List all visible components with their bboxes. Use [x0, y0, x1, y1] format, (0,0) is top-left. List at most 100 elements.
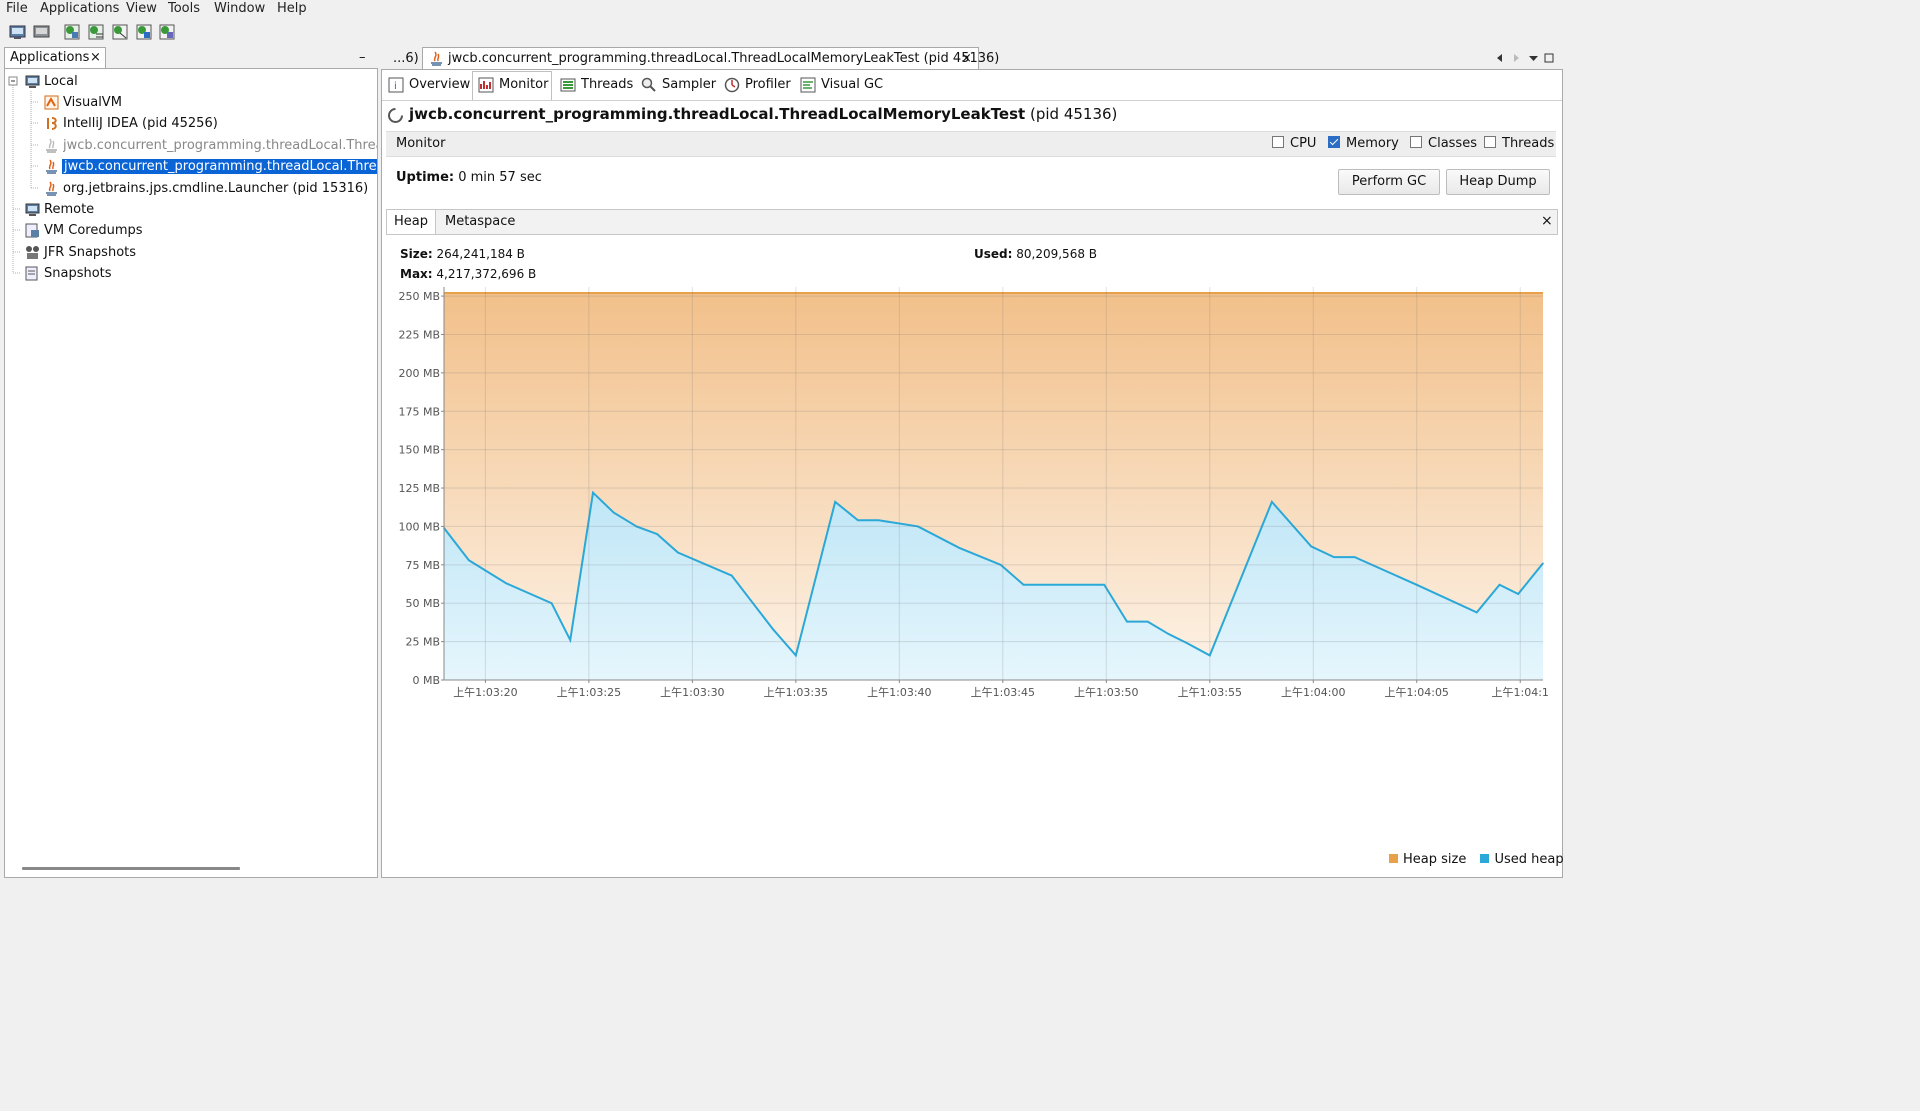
x-tick-label: 上午1:03:30: [660, 686, 724, 699]
tree-snapshots[interactable]: Snapshots: [44, 266, 112, 281]
used-heap-point: [635, 525, 638, 528]
used-heap-point: [999, 564, 1002, 566]
used-heap-point: [1415, 583, 1418, 586]
java-icon: [46, 159, 57, 174]
coredump-icon: [25, 223, 39, 238]
menu-view[interactable]: View: [126, 1, 157, 16]
y-tick-label: 100 MB: [398, 520, 440, 533]
perform-gc-button[interactable]: Perform GC: [1338, 169, 1440, 195]
tab-heap[interactable]: Heap: [387, 210, 436, 234]
overflow-tab[interactable]: ...6): [393, 51, 419, 66]
tree-jfr-snapshots[interactable]: JFR Snapshots: [44, 245, 137, 260]
coredump-icon[interactable]: [135, 23, 153, 41]
heap-size-stat: Size: 264,241,184 B: [400, 247, 525, 261]
x-tick-label: 上午1:04:1: [1492, 686, 1549, 699]
used-heap-point: [1146, 620, 1149, 623]
x-tick-label: 上午1:03:45: [971, 686, 1035, 699]
used-heap-point: [1498, 583, 1501, 586]
active-document-tab[interactable]: jwcb.concurrent_programming.threadLocal.…: [422, 47, 999, 70]
remote-host-icon[interactable]: [33, 23, 51, 41]
snapshot-icon: [25, 266, 38, 281]
legend-used-heap: Used heap: [1494, 852, 1564, 867]
heap-dump-button[interactable]: Heap Dump: [1446, 169, 1550, 195]
scroll-right-icon[interactable]: [1514, 54, 1519, 62]
maximize-icon[interactable]: [1544, 53, 1554, 63]
cpu-checkbox[interactable]: CPU: [1272, 136, 1316, 151]
used-heap-point: [656, 533, 658, 535]
x-tick-label: 上午1:04:05: [1385, 686, 1449, 699]
tree-vm-coredumps[interactable]: VM Coredumps: [44, 223, 143, 238]
heap-dump-icon[interactable]: [63, 23, 81, 41]
cpu-checkbox-box: [1272, 136, 1284, 148]
max-label: Max:: [400, 267, 433, 281]
thread-dump-icon[interactable]: [87, 23, 105, 41]
heap-chart: 0 MB 25 MB 50 MB 75 MB 100 MB 125 MB 150 MB 175…: [398, 287, 1549, 699]
close-icon[interactable]: ×: [1541, 213, 1553, 229]
used-heap-point: [612, 511, 615, 514]
tree-selected-label: jwcb.concurrent_programming.threadLocal.…: [62, 159, 377, 174]
tree-intellij[interactable]: IntelliJ IDEA (pid 45256): [63, 116, 218, 131]
heap-tabs-bar: Heap Metaspace ×: [386, 209, 1558, 235]
memory-checkbox[interactable]: Memory: [1328, 136, 1399, 151]
classes-checkbox[interactable]: Classes: [1410, 136, 1477, 151]
jfr-icon[interactable]: [158, 23, 176, 41]
java-icon: [431, 51, 442, 66]
y-tick-label: 150 MB: [398, 444, 440, 457]
tab-navigation: [1497, 53, 1554, 63]
close-icon[interactable]: ×: [90, 50, 101, 65]
close-icon[interactable]: ×: [961, 51, 972, 66]
used-value: 80,209,568 B: [1016, 247, 1098, 261]
used-heap-point: [834, 501, 836, 503]
applications-tree: Local VisualVM IntelliJ IDEA (pid 45256)…: [4, 68, 378, 878]
scroll-left-icon[interactable]: [1497, 54, 1502, 62]
y-tick-label: 50 MB: [405, 597, 440, 610]
menu-help[interactable]: Help: [277, 1, 307, 16]
tree-visualvm[interactable]: VisualVM: [63, 95, 122, 110]
used-heap-point: [1310, 545, 1312, 548]
legend-heap-size: Heap size: [1403, 852, 1467, 867]
tree-remote[interactable]: Remote: [44, 202, 95, 217]
tree-java-app-selected[interactable]: jwcb.concurrent_programming.threadLocal.…: [62, 157, 377, 176]
heap-size-swatch: [1389, 854, 1398, 863]
tree-lines: [8, 76, 39, 274]
menu-applications[interactable]: Applications: [40, 1, 120, 16]
menu-file[interactable]: File: [6, 1, 28, 16]
chart-grid: [444, 287, 1543, 681]
used-label: Used:: [974, 247, 1013, 261]
menu-tools[interactable]: Tools: [168, 1, 201, 16]
toolbar: [0, 19, 1568, 45]
application-title: jwcb.concurrent_programming.threadLocal.…: [409, 105, 1117, 123]
threads-checkbox[interactable]: Threads: [1484, 136, 1554, 151]
chevron-down-icon[interactable]: [1529, 56, 1538, 61]
java-icon: [46, 181, 57, 196]
heap-max-stat: Max: 4,217,372,696 B: [400, 267, 536, 281]
minimize-icon[interactable]: –: [359, 50, 366, 65]
x-tick-label: 上午1:03:55: [1178, 686, 1242, 699]
used-heap-point: [468, 559, 470, 562]
tab-visual-gc-label: Visual GC: [821, 77, 884, 92]
app-pid: (pid 45136): [1030, 105, 1118, 123]
y-tick-label: 0 MB: [412, 674, 440, 687]
tab-monitor[interactable]: Monitor: [472, 71, 552, 100]
used-heap-point: [1103, 583, 1106, 586]
uptime-value: 0 min 57 sec: [458, 170, 542, 185]
active-tab-label: jwcb.concurrent_programming.threadLocal.…: [448, 51, 1000, 66]
used-heap-point: [505, 582, 507, 585]
tree-local[interactable]: Local: [44, 74, 78, 89]
applications-tab[interactable]: Applications ×: [4, 47, 106, 69]
tree-launcher[interactable]: org.jetbrains.jps.cmdline.Launcher (pid …: [63, 181, 369, 196]
menu-window[interactable]: Window: [214, 1, 266, 16]
y-tick-label: 75 MB: [405, 559, 440, 572]
monitor-icon: [478, 77, 494, 93]
tab-overview-label: Overview: [409, 77, 471, 92]
y-tick-label: 250 MB: [398, 290, 440, 303]
tab-metaspace[interactable]: Metaspace: [445, 214, 516, 229]
svg-text:i: i: [394, 81, 397, 92]
tree-java-app-terminated[interactable]: jwcb.concurrent_programming.threadLocal.…: [63, 138, 377, 153]
memory-checkbox-box: [1328, 136, 1340, 148]
used-heap-point: [877, 519, 880, 522]
add-jmx-icon[interactable]: [9, 23, 27, 41]
y-tick-label: 25 MB: [405, 636, 440, 649]
snapshot-icon[interactable]: [111, 23, 129, 41]
horizontal-scrollbar[interactable]: [22, 867, 240, 870]
